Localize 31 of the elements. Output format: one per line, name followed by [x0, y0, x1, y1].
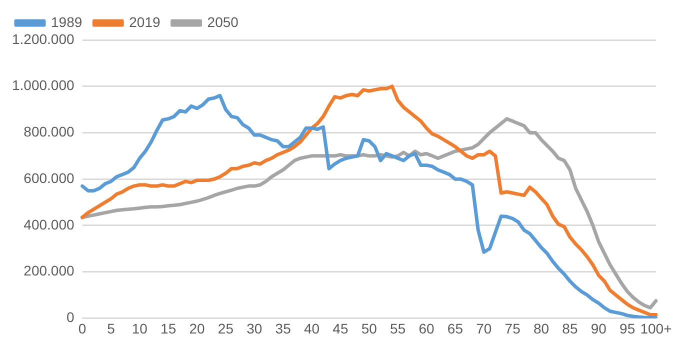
x-tick-label: 85: [562, 320, 578, 336]
x-tick-label: 25: [218, 320, 234, 336]
x-tick-label: 65: [447, 320, 464, 336]
x-tick-label: 75: [504, 320, 521, 336]
y-tick-label: 800.000: [24, 124, 74, 140]
legend-label: 1989: [51, 14, 82, 30]
legend-label: 2019: [129, 14, 161, 30]
x-tick-label: 45: [332, 320, 348, 336]
x-tick-label: 15: [160, 320, 176, 336]
x-tick-label: 80: [533, 320, 550, 336]
x-tick-label: 20: [189, 320, 206, 336]
y-tick-label: 200.000: [24, 262, 74, 279]
y-tick-label: 400.000: [24, 216, 74, 232]
x-tick-label: 95: [620, 320, 636, 336]
legend-label: 2050: [207, 14, 239, 30]
x-tick-label: 5: [107, 320, 116, 336]
y-tick-label: 1.200.000: [12, 30, 74, 47]
y-tick-label: 0: [66, 309, 74, 326]
x-tick-label: 70: [476, 320, 492, 336]
y-tick-label: 600.000: [24, 170, 74, 186]
x-tick-label: 100+: [640, 320, 672, 336]
x-tick-label: 90: [590, 320, 607, 336]
x-tick-label: 35: [275, 320, 292, 336]
x-tick-label: 30: [246, 320, 262, 336]
x-tick-label: 50: [361, 320, 378, 336]
x-tick-label: 10: [132, 320, 148, 336]
x-tick-label: 0: [78, 320, 86, 336]
x-tick-label: 40: [304, 320, 320, 336]
x-tick-label: 55: [390, 320, 406, 336]
y-tick-label: 1.000.000: [12, 77, 74, 94]
x-tick-label: 60: [418, 320, 435, 336]
